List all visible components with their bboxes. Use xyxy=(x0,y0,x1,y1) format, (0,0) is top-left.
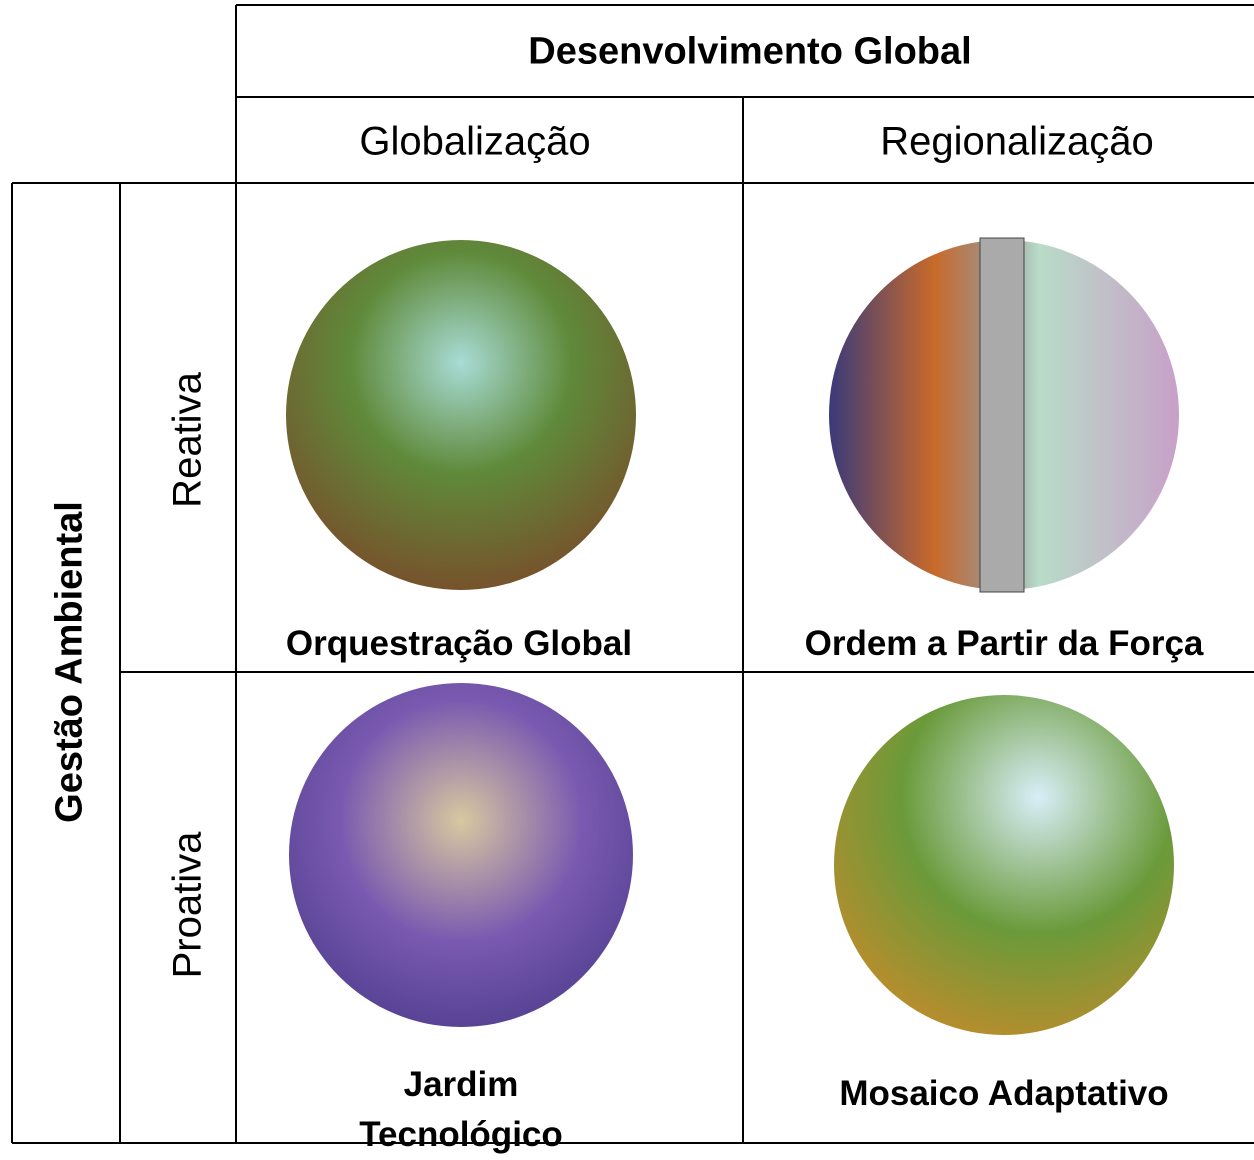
scenario-label: Jardim Tecnológico xyxy=(359,1065,563,1154)
side-title: Gestão Ambiental xyxy=(48,501,91,823)
illustration xyxy=(289,683,633,1027)
scenario-label: Orquestração Global xyxy=(285,624,633,663)
illustration xyxy=(834,695,1174,1035)
illustration xyxy=(286,240,636,590)
column-header: Globalização xyxy=(359,119,591,164)
header-title: Desenvolvimento Global xyxy=(528,30,972,73)
scenario-label: Mosaico Adaptativo xyxy=(839,1074,1169,1113)
row-header: Proativa xyxy=(165,831,210,979)
column-header: Regionalização xyxy=(880,119,1154,164)
row-header: Reativa xyxy=(165,372,210,508)
wall xyxy=(979,237,1025,593)
scenario-label: Ordem a Partir da Força xyxy=(804,624,1204,663)
table-lines xyxy=(11,4,1254,1144)
